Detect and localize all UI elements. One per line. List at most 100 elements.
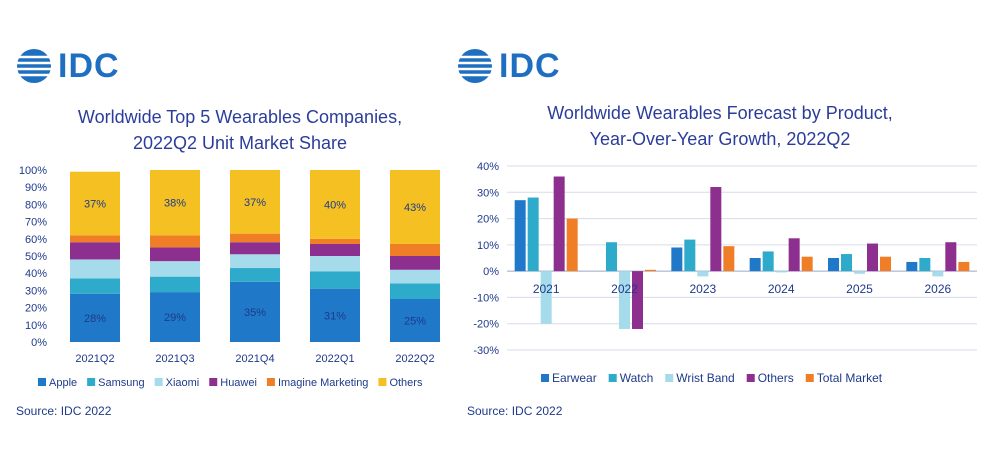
y-tick-label: 0% xyxy=(31,337,47,349)
data-label: 28% xyxy=(84,313,106,325)
bar xyxy=(919,258,931,272)
legend-swatch xyxy=(266,378,275,386)
y-tick-label: -20% xyxy=(473,319,499,331)
x-tick-label: 2023 xyxy=(689,282,716,296)
bar-segment xyxy=(150,170,200,236)
data-label: 43% xyxy=(404,202,426,214)
y-tick-label: 10% xyxy=(25,320,47,332)
bar xyxy=(671,247,683,272)
bar xyxy=(527,197,539,272)
legend-swatch xyxy=(665,374,674,382)
bar xyxy=(606,242,617,272)
bar xyxy=(788,238,800,272)
x-tick-label: 2021Q2 xyxy=(75,353,114,365)
bar xyxy=(553,176,565,272)
x-tick-label: 2021Q3 xyxy=(155,353,194,365)
y-tick-label: 20% xyxy=(25,303,47,315)
bar-segment xyxy=(390,170,440,244)
bar-segment xyxy=(390,256,440,270)
forecast-chart: -30% -20% -10% 0% 10% 20% 30% 40% 2021 2022 2023 20… xyxy=(473,161,977,385)
data-label: 37% xyxy=(84,199,106,211)
bar-segment xyxy=(230,233,280,243)
bar-segment xyxy=(150,247,200,262)
bar xyxy=(841,254,852,272)
bar-segment xyxy=(70,278,120,294)
bar-segment xyxy=(70,259,120,279)
bar-segment xyxy=(310,238,360,244)
data-label: 37% xyxy=(244,197,266,209)
idc-logo: IDC xyxy=(16,48,120,84)
legend-label: Others xyxy=(758,371,794,385)
legend-label: Apple xyxy=(49,377,77,389)
bar-segment xyxy=(230,242,280,255)
bar-segment xyxy=(390,269,440,284)
globe-icon xyxy=(458,49,492,83)
market-share-panel: IDC Worldwide Top 5 Wearables Companies,… xyxy=(0,0,470,476)
y-tick-label: 20% xyxy=(477,214,499,226)
bar xyxy=(854,271,865,274)
bar-segment xyxy=(390,299,440,342)
bar xyxy=(801,256,813,272)
y-tick-label: 70% xyxy=(25,217,47,229)
bar-segment xyxy=(310,288,360,342)
legend-swatch xyxy=(378,378,387,386)
bar-segment xyxy=(310,271,360,289)
idc-logo: IDC xyxy=(457,48,561,84)
source-note: Source: IDC 2022 xyxy=(16,404,112,418)
bar-segment xyxy=(390,283,440,299)
y-tick-label: -30% xyxy=(473,345,499,357)
y-tick-label: 80% xyxy=(25,199,47,211)
data-label: 40% xyxy=(324,199,346,211)
y-tick-label: 60% xyxy=(25,234,47,246)
logo-text: IDC xyxy=(499,47,561,85)
bar-segment xyxy=(150,235,200,248)
bar-segment xyxy=(310,170,360,239)
legend-swatch xyxy=(608,374,617,382)
bar xyxy=(775,271,787,273)
globe-icon xyxy=(17,49,51,83)
bar-segment xyxy=(150,276,200,293)
chart-title-line2: Year-Over-Year Growth, 2022Q2 xyxy=(589,129,851,149)
bar-segment xyxy=(70,242,120,260)
legend-label: Others xyxy=(389,377,423,389)
bar xyxy=(514,200,526,272)
y-tick-label: 0% xyxy=(483,266,499,278)
legend-swatch xyxy=(805,374,814,382)
bar xyxy=(945,242,957,272)
legend-swatch xyxy=(209,378,218,386)
data-label: 38% xyxy=(164,198,186,210)
bar-segment xyxy=(150,292,200,342)
logo-text: IDC xyxy=(58,47,120,85)
bar-segment xyxy=(310,256,360,272)
chart-title-line1: Worldwide Top 5 Wearables Companies, xyxy=(77,107,403,127)
x-tick-label: 2025 xyxy=(846,282,873,296)
legend-label: Watch xyxy=(620,371,654,385)
y-tick-label: 100% xyxy=(19,165,47,177)
x-tick-label: 2021Q4 xyxy=(235,353,274,365)
y-tick-label: 30% xyxy=(477,187,499,199)
bar xyxy=(632,271,643,329)
x-tick-label: 2022Q1 xyxy=(315,353,354,365)
legend-label: Xiaomi xyxy=(166,377,200,389)
bar xyxy=(566,218,578,272)
y-tick-label: 10% xyxy=(477,240,499,252)
legend-swatch xyxy=(746,374,755,382)
data-label: 31% xyxy=(324,310,346,322)
x-tick-label: 2021 xyxy=(533,282,560,296)
bar-segment xyxy=(310,243,360,256)
y-tick-label: 90% xyxy=(25,182,47,194)
bar xyxy=(932,271,944,277)
data-label: 35% xyxy=(244,307,266,319)
bar xyxy=(723,246,735,272)
bar xyxy=(749,258,761,272)
chart-title: Worldwide Top 5 Wearables Companies, 202… xyxy=(20,104,460,156)
bar xyxy=(958,261,970,272)
y-tick-label: 50% xyxy=(25,251,47,263)
legend-label: Huawei xyxy=(220,377,257,389)
bar-segment xyxy=(230,268,280,282)
bar xyxy=(684,239,696,272)
y-tick-label: 40% xyxy=(477,161,499,173)
data-label: 29% xyxy=(164,312,186,324)
legend-label: Imagine Marketing xyxy=(278,377,369,389)
y-tick-label: 30% xyxy=(25,285,47,297)
